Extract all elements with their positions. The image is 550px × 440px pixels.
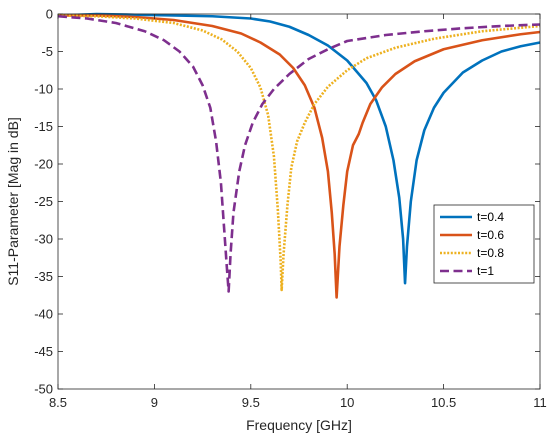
series-layer [57, 12, 541, 299]
y-tick-label: -10 [34, 82, 53, 97]
x-tick-label: 11 [533, 395, 547, 410]
legend-label: t=0.8 [477, 246, 504, 260]
y-tick-label: -35 [34, 269, 53, 284]
series-line-2 [58, 14, 541, 299]
y-tick-label: -30 [34, 232, 53, 247]
y-tick-label: -20 [34, 157, 53, 172]
y-tick-label: -5 [41, 44, 53, 59]
x-tick-label: 10.5 [431, 395, 456, 410]
x-tick-label: 10 [340, 395, 354, 410]
legend-label: t=0.4 [477, 210, 504, 224]
legend-label: t=0.6 [477, 228, 504, 242]
series-line-4 [57, 14, 541, 293]
x-tick-label: 9.5 [242, 395, 260, 410]
y-axis-label: S11-Parameter [Mag in dB] [5, 117, 21, 286]
y-tick-label: -45 [34, 344, 53, 359]
series-line-1 [57, 12, 541, 285]
y-tick-label: -40 [34, 307, 53, 322]
x-tick-label: 9 [151, 395, 158, 410]
y-tick-label: -15 [34, 119, 53, 134]
ticks-layer: 8.5 9 9.5 10 10.5 11 0 -5 -10 -15 -20 -25 -30 -35 -40 -… [34, 7, 547, 411]
x-tick-label: 8.5 [49, 395, 67, 410]
y-tick-label: -25 [34, 194, 53, 209]
legend-label: t=1 [477, 264, 494, 278]
legend: t=0.4 t=0.6 t=0.8 t=1 [433, 204, 535, 284]
series-line-3 [57, 14, 541, 292]
y-tick-label: 0 [46, 7, 53, 22]
x-axis-label: Frequency [GHz] [246, 417, 352, 433]
y-tick-label: -50 [34, 382, 53, 397]
